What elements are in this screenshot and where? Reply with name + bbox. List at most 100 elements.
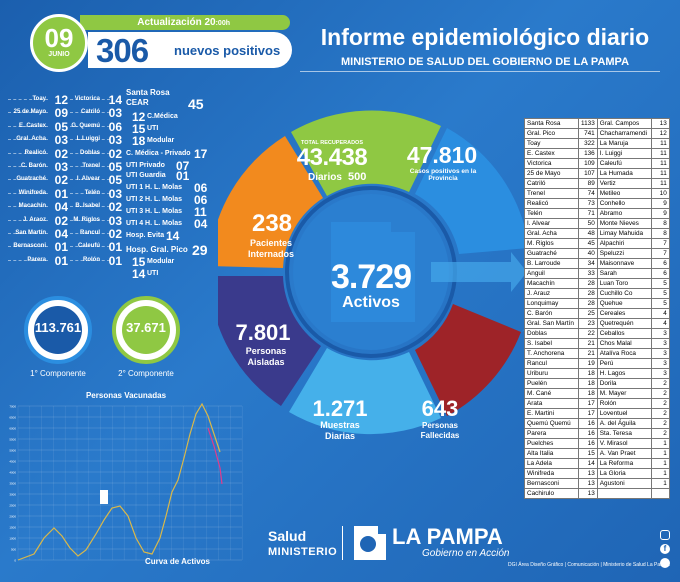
table-row: Macachín 28 Luan Toro 5 — [524, 278, 670, 289]
facebook-icon[interactable]: f — [660, 544, 670, 554]
page-subtitle: MINISTERIO DE SALUD DEL GOBIERNO DE LA P… — [340, 56, 630, 68]
locality-dash — [8, 99, 48, 100]
locality-row: Macachín 04 — [8, 200, 68, 214]
table-cell-value: 3 — [650, 328, 670, 339]
locality-value: 01 — [108, 240, 122, 255]
footer-ministerio: MINISTERIO — [268, 546, 338, 558]
hospitalized-label: Pacientes Internados — [247, 238, 294, 259]
locality-row: Doblas 02 — [70, 147, 122, 161]
locality-dash — [8, 233, 48, 234]
chart-y-tick: 4000 — [9, 471, 16, 475]
table-cell-locality: Gral. Campos — [596, 118, 652, 129]
locality-dash — [70, 192, 110, 194]
table-row: Rancul 19 Perú 3 — [524, 358, 670, 369]
table-cell-locality: Alta Italia — [524, 448, 579, 459]
hospital-cm-privado: C. Médica - Privado — [126, 150, 191, 157]
locality-row: L.Luiggi 03 — [70, 133, 122, 147]
table-cell-value: 19 — [578, 358, 598, 369]
table-cell-value: 48 — [578, 228, 598, 239]
table-cell-locality: Rancul — [524, 358, 579, 369]
locality-value: 05 — [108, 173, 122, 188]
table-cell-locality: Dorila — [596, 378, 652, 389]
table-row: Gral. Acha 48 Limay Mahuida 8 — [524, 228, 670, 239]
locality-name: Parera — [27, 256, 46, 263]
table-cell-locality: La Gloria — [596, 468, 652, 479]
table-cell-locality: I. Alvear — [524, 218, 579, 229]
deaths-value: 643 — [421, 396, 459, 421]
table-cell-value: 8 — [650, 218, 670, 229]
hospital-gral-pico-value: 29 — [192, 242, 208, 258]
chart-y-tick: 5000 — [9, 449, 16, 453]
locality-name: G. Quemú — [71, 122, 100, 129]
table-cell-value: 7 — [650, 248, 670, 259]
table-cell-locality: Perú — [596, 358, 652, 369]
table-cell-locality: A. del Águila — [596, 418, 652, 429]
twitter-icon[interactable] — [660, 558, 670, 568]
hospital-cear-value: 45 — [188, 96, 204, 112]
locality-name: Rancul — [79, 230, 100, 236]
table-cell-locality: T. Anchorena — [524, 348, 579, 359]
hospital-uti3-value: 11 — [194, 205, 207, 219]
table-cell-value: 28 — [578, 278, 598, 289]
locality-dash — [8, 179, 48, 181]
table-cell-locality: Agustoni — [596, 478, 652, 489]
locality-row: Toay 12 — [8, 93, 68, 107]
table-cell-value: 16 — [578, 438, 598, 449]
hospital-modular: Modular — [147, 137, 175, 144]
province-map-shape — [331, 222, 415, 322]
table-cell-value: 11 — [650, 168, 670, 179]
table-cell-value: 13 — [578, 478, 598, 489]
locality-name: Winifreda — [18, 189, 46, 196]
segment-recovered — [291, 110, 441, 196]
table-cell-value: 5 — [650, 288, 670, 299]
table-row: La Adela 14 La Reforma 1 — [524, 458, 670, 469]
table-cell-locality: Conhello — [596, 198, 652, 209]
update-time: :00h — [215, 20, 230, 27]
hospital-gp-uti: UTI — [147, 270, 159, 277]
locality-name: E. Castex — [18, 122, 46, 129]
locality-row: Bernasconi 01 — [8, 240, 68, 254]
table-row: Doblas 22 Ceballos 3 — [524, 328, 670, 339]
table-cell-value: 17 — [578, 398, 598, 409]
table-cell-value: 34 — [578, 258, 598, 269]
locality-value: 03 — [108, 133, 122, 148]
locality-value: 02 — [54, 146, 68, 161]
table-cell-locality: A. Van Praet — [596, 448, 652, 459]
date-day: 09 — [44, 23, 74, 53]
table-cell-value: 11 — [650, 148, 670, 159]
table-cell-value: 10 — [650, 188, 670, 199]
table-row: Winifreda 13 La Gloria 1 — [524, 468, 670, 479]
locality-value: 03 — [54, 133, 68, 148]
table-cell-locality: Catriló — [524, 178, 579, 189]
table-cell-locality: Trenel — [524, 188, 579, 199]
locality-value: 05 — [54, 119, 68, 134]
locality-dash — [70, 125, 110, 127]
table-row: Trenel 74 Metileo 10 — [524, 188, 670, 199]
table-cell-value: 73 — [578, 198, 598, 209]
active-label: Activos — [342, 294, 400, 311]
table-cell-locality: Rolón — [596, 398, 652, 409]
instagram-icon[interactable] — [660, 530, 670, 540]
table-cell-value: 9 — [650, 198, 670, 209]
samples-value: 1.271 — [312, 396, 368, 421]
distribution-table: Santa Rosa 1133 Gral. Campos 13 Gral. Pico 74… — [524, 118, 670, 499]
cases-label: Casos positivos en la Provincia — [409, 168, 477, 182]
locality-value: 03 — [54, 160, 68, 174]
table-cell-locality: Vertiz — [596, 178, 652, 189]
table-row: C. Barón 25 Cereales 4 — [524, 308, 670, 319]
locality-dash — [8, 219, 48, 221]
table-row: I. Alvear 50 Monte Nieves 8 — [524, 218, 670, 229]
table-cell-value: 2 — [650, 378, 670, 389]
locality-dash — [8, 206, 48, 208]
locality-name: Catriló — [80, 109, 100, 116]
table-row: Guatraché 40 Speluzzi 7 — [524, 248, 670, 259]
locality-dash — [8, 259, 48, 261]
table-row: Quemú Quemú 16 A. del Águila 2 — [524, 418, 670, 429]
recovered-value: 43.438 — [296, 144, 368, 171]
table-row: S. Isabel 21 Chos Malal 3 — [524, 338, 670, 349]
update-pill: Actualización 20:00h — [80, 15, 290, 30]
table-cell-value: 3 — [650, 338, 670, 349]
locality-value: 01 — [54, 240, 68, 255]
hospital-modular-value: 18 — [132, 134, 146, 148]
table-cell-locality: Quehue — [596, 298, 652, 309]
